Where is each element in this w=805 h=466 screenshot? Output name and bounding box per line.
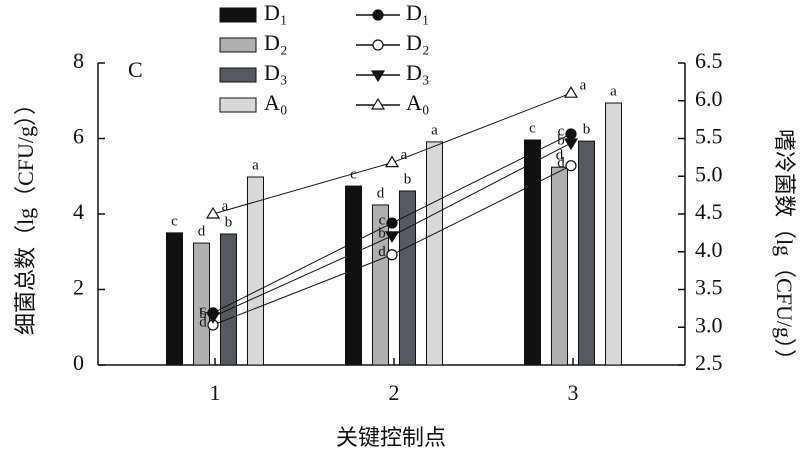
x-axis-label: 关键控制点 xyxy=(336,425,446,450)
bar xyxy=(524,139,541,366)
legend-swatch xyxy=(219,7,257,23)
bar-letter: b xyxy=(225,214,233,230)
line-letter: c xyxy=(200,302,207,318)
y2-tick-label: 6.0 xyxy=(695,86,723,111)
y2-tick-label: 3.5 xyxy=(695,275,723,300)
line-letter: a xyxy=(580,78,587,94)
line-marker xyxy=(386,249,398,261)
line-letter: a xyxy=(222,198,229,214)
legend-marker xyxy=(370,97,386,110)
bar-letter: a xyxy=(431,122,438,138)
y2-tick-label: 5.5 xyxy=(695,124,723,149)
line-letter: a xyxy=(401,147,408,163)
line-letter: b xyxy=(378,225,386,241)
bar xyxy=(551,166,568,366)
legend-swatch xyxy=(219,37,257,53)
panel-label: C xyxy=(128,57,143,82)
line-marker xyxy=(205,312,221,324)
line-letter: d xyxy=(199,314,207,330)
bar-letter: c xyxy=(171,213,178,229)
y-tick-label: 2 xyxy=(73,275,84,300)
y2-tick-label: 5.0 xyxy=(695,161,723,186)
line-marker xyxy=(565,128,577,140)
y-tick-label: 6 xyxy=(73,124,84,149)
line-letter: b xyxy=(557,132,565,148)
line-marker xyxy=(386,217,398,229)
bar xyxy=(345,185,362,366)
x-tick-label: 2 xyxy=(389,380,400,405)
line xyxy=(212,142,572,318)
legend-label: A₀ xyxy=(406,90,430,115)
bar xyxy=(372,204,389,366)
line-letter: d xyxy=(557,155,565,171)
y2-tick-label: 6.5 xyxy=(695,48,723,73)
bar-letter: b xyxy=(404,171,412,187)
legend-marker xyxy=(372,9,384,21)
y-tick-label: 4 xyxy=(73,199,84,224)
bar-letter: a xyxy=(252,157,259,173)
y2-tick-label: 4.0 xyxy=(695,237,723,262)
line-letter: c xyxy=(379,212,386,228)
bar-letter: c xyxy=(529,120,536,136)
line-marker xyxy=(384,231,400,244)
bar xyxy=(220,233,237,366)
bar xyxy=(426,141,443,366)
x-tick-label: 1 xyxy=(210,380,221,405)
legend-label: A₀ xyxy=(264,90,288,115)
legend-swatch xyxy=(219,97,257,113)
legend-marker xyxy=(370,70,386,83)
bar-letter: d xyxy=(377,185,385,201)
line-marker xyxy=(563,86,579,98)
line-letter: c xyxy=(558,123,565,139)
legend-label: D₁ xyxy=(264,0,288,25)
y-axis-label: 细菌总数（lg（CFU/g）） xyxy=(13,93,38,335)
bar xyxy=(193,242,210,366)
y2-axis-label: 嗜冷菌数（lg（CFU/g）） xyxy=(772,129,797,371)
legend-label: D₃ xyxy=(406,60,430,85)
bar xyxy=(578,140,595,366)
x-tick-label: 3 xyxy=(568,380,579,405)
line-letter: d xyxy=(378,244,386,260)
line-marker xyxy=(563,138,579,151)
legend-marker xyxy=(372,39,384,51)
y-tick-label: 8 xyxy=(73,48,84,73)
bar-letter: b xyxy=(583,122,591,138)
bar-letter: a xyxy=(610,83,617,99)
bar xyxy=(399,190,416,366)
line-marker xyxy=(205,206,221,219)
line-letter: b xyxy=(199,306,207,322)
y2-tick-label: 2.5 xyxy=(695,350,723,375)
legend-label: D₂ xyxy=(264,30,288,55)
line-marker xyxy=(565,160,577,172)
bar xyxy=(605,102,622,366)
bar-letter: d xyxy=(198,224,206,240)
line-marker xyxy=(384,155,400,168)
bar xyxy=(166,232,183,366)
legend-label: D₁ xyxy=(406,0,430,25)
bar-letter: d xyxy=(556,148,564,164)
bar-letter: c xyxy=(350,167,357,183)
legend-label: D₃ xyxy=(264,60,288,85)
legend-swatch xyxy=(219,67,257,83)
legend-label: D₂ xyxy=(406,30,430,55)
y2-tick-label: 4.5 xyxy=(695,199,723,224)
bar xyxy=(247,176,264,366)
y-tick-label: 0 xyxy=(73,350,84,375)
line xyxy=(212,165,572,326)
y2-tick-label: 3.0 xyxy=(695,312,723,337)
